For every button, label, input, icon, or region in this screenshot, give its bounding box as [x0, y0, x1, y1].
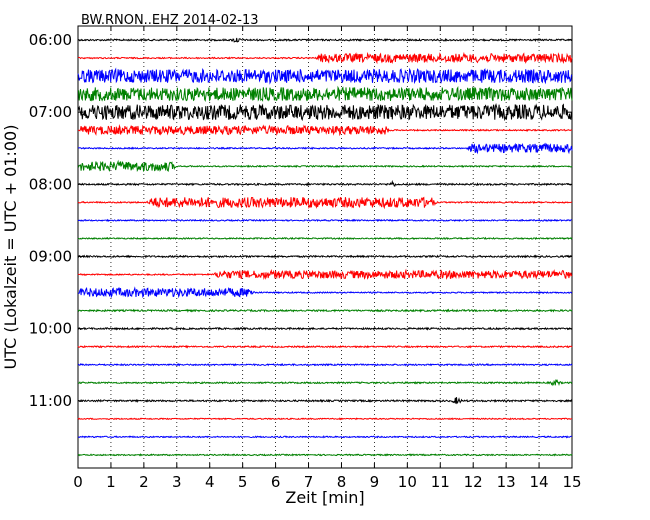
- x-tick-label: 14: [530, 473, 549, 491]
- x-tick-label: 2: [139, 473, 149, 491]
- seismogram-trace: [77, 85, 573, 102]
- seismogram-trace: [77, 67, 573, 85]
- x-tick-label: 15: [562, 473, 581, 491]
- seismogram-trace: [77, 196, 573, 210]
- seismogram-trace: [77, 379, 573, 387]
- x-tick-label: 1: [106, 473, 116, 491]
- seismogram-trace: [77, 326, 573, 331]
- x-tick-label: 7: [304, 473, 314, 491]
- seismogram-trace: [77, 37, 573, 43]
- seismogram-trace: [77, 236, 573, 241]
- x-tick-label: 5: [238, 473, 248, 491]
- seismogram-trace: [77, 124, 573, 137]
- seismogram-trace: [77, 51, 573, 65]
- grid-lines: [110, 26, 540, 468]
- y-tick-label: 09:00: [29, 247, 72, 265]
- chart-title: BW.RNON..EHZ 2014-02-13: [81, 13, 259, 28]
- x-tick-label: 8: [337, 473, 347, 491]
- seismogram-trace: [77, 453, 573, 457]
- x-tick-label: 3: [172, 473, 182, 491]
- plot-frame: [77, 25, 573, 469]
- y-tick-label: 11:00: [29, 392, 72, 410]
- x-tick-label: 0: [73, 473, 83, 491]
- seismogram-trace: [77, 435, 572, 439]
- seismogram-trace: [77, 142, 573, 155]
- x-tick-label: 6: [271, 473, 281, 491]
- seismogram-trace: [77, 218, 573, 223]
- seismogram-trace: [77, 268, 573, 281]
- seismogram-trace: [78, 286, 573, 299]
- x-tick-label: 13: [497, 473, 516, 491]
- y-tick-label: 10:00: [29, 320, 72, 338]
- seismogram-trace: [77, 344, 573, 349]
- seismogram-trace: [77, 417, 573, 421]
- seismogram-trace: [77, 308, 573, 313]
- x-tick-label: 4: [205, 473, 215, 491]
- x-tick-label: 9: [370, 473, 380, 491]
- x-tick-label: 11: [431, 473, 450, 491]
- y-axis-label: UTC (Lokalzeit = UTC + 01:00): [1, 125, 20, 370]
- seismogram-trace: [77, 159, 573, 173]
- y-tick-label: 08:00: [29, 175, 72, 193]
- x-tick-label: 12: [464, 473, 483, 491]
- x-tick-label: 10: [398, 473, 417, 491]
- seismogram-trace: [77, 103, 573, 122]
- seismogram-trace: [78, 362, 573, 367]
- y-tick-label: 06:00: [29, 31, 72, 49]
- seismogram-trace: [77, 179, 573, 187]
- seismogram-trace: [77, 254, 573, 259]
- seismogram-traces: [77, 37, 573, 457]
- x-axis-label: Zeit [min]: [285, 488, 364, 507]
- x-axis-ticks: 0 1 2 3 4 5 6 7 8 9 10 11 12 13 14 15: [73, 26, 582, 491]
- y-tick-label: 07:00: [29, 103, 72, 121]
- y-axis-ticks: 06:00 07:00 08:00 09:00 10:00 11:00: [29, 31, 572, 410]
- seismogram-trace: [77, 397, 573, 405]
